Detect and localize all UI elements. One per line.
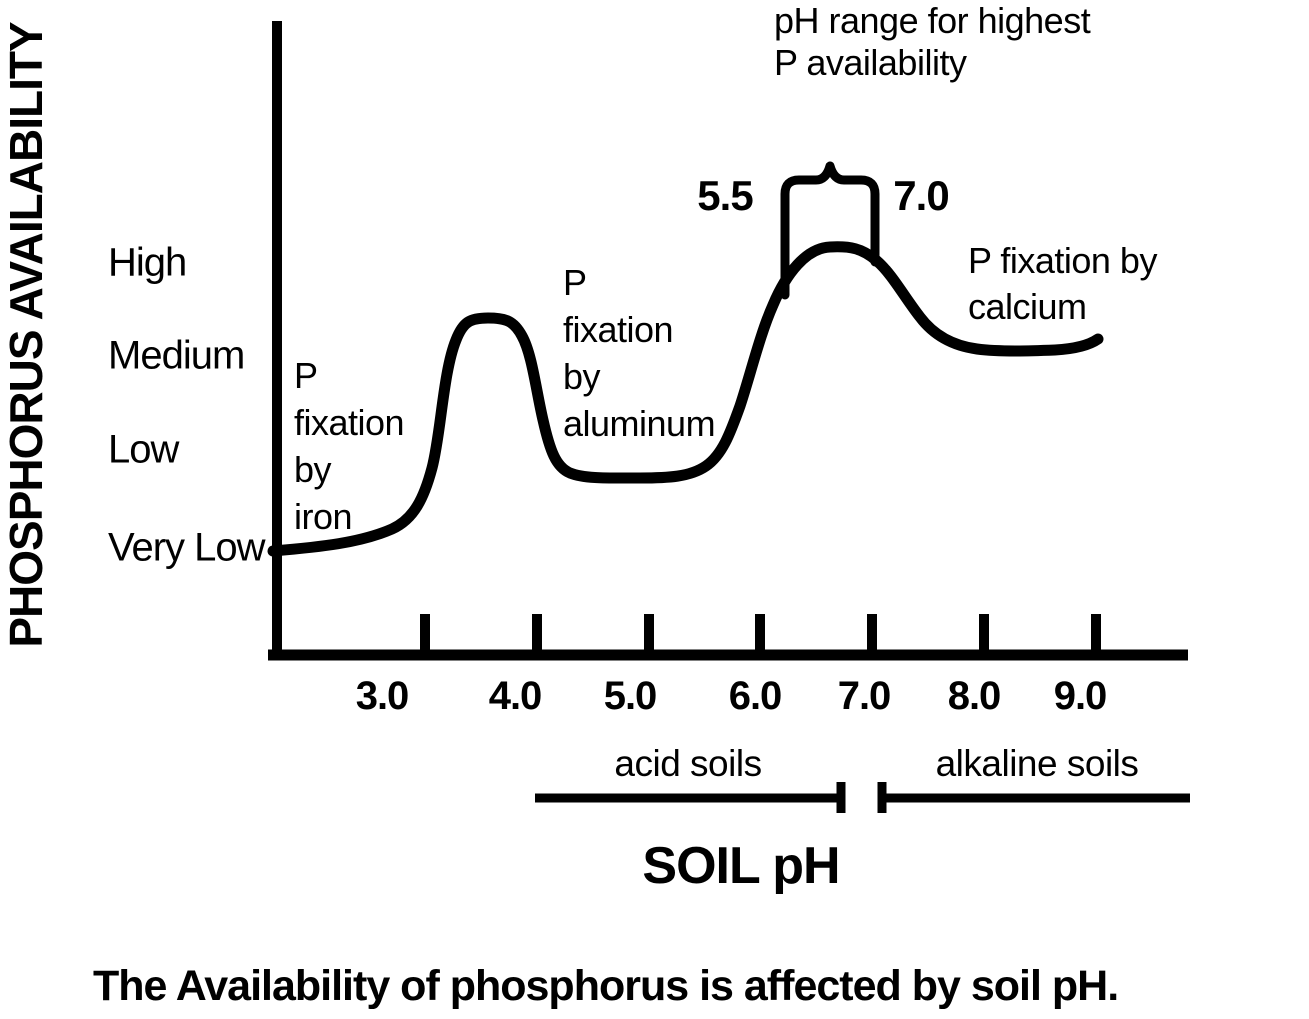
annotation-p-fixation-iron: P fixation by iron (294, 352, 405, 540)
acid-soils-line (535, 782, 846, 813)
figure-caption: The Availability of phosphorus is affect… (93, 962, 1119, 1010)
annotation-line: fixation (294, 402, 405, 443)
annotation-p-fixation-calcium: P fixation by calcium (968, 238, 1157, 330)
annotation-line: aluminum (563, 403, 716, 444)
callout-line: P availability (774, 42, 967, 83)
y-axis-label-very-low: Very Low (108, 525, 266, 570)
annotation-line: calcium (968, 286, 1087, 327)
ph-range-high-value: 7.0 (893, 172, 949, 219)
x-tick-label-5: 5.0 (603, 674, 658, 718)
annotation-line: P (563, 262, 587, 303)
region-label-acid-soils: acid soils (614, 743, 762, 784)
x-tick-label-4: 4.0 (488, 674, 543, 718)
x-tick-label-6: 6.0 (728, 674, 783, 718)
x-axis-tick-marks (420, 614, 1101, 650)
x-tick-label-7: 7.0 (837, 674, 892, 718)
annotation-line: P (294, 355, 318, 396)
y-axis-label-medium: Medium (108, 333, 245, 378)
ph-range-callout-text: pH range for highest P availability (774, 0, 1091, 84)
annotation-line: P fixation by (968, 240, 1157, 281)
annotation-line: iron (294, 496, 353, 537)
region-label-alkaline-soils: alkaline soils (935, 743, 1139, 784)
annotation-line: by (563, 356, 601, 397)
annotation-p-fixation-aluminum: P fixation by aluminum (563, 259, 716, 447)
annotation-line: by (294, 449, 332, 490)
availability-curve (267, 241, 1104, 557)
y-axis-label-low: Low (108, 427, 179, 472)
x-axis-title: SOIL pH (642, 837, 840, 895)
ph-range-low-value: 5.5 (697, 172, 753, 219)
ph-range-bracket (780, 161, 880, 300)
y-axis-title: PHOSPHORUS AVAILABILITY (0, 22, 52, 648)
x-tick-label-3: 3.0 (355, 674, 410, 718)
callout-line: pH range for highest (774, 0, 1091, 41)
x-tick-label-8: 8.0 (947, 674, 1002, 718)
annotation-line: fixation (563, 309, 674, 350)
x-tick-label-9: 9.0 (1053, 674, 1108, 718)
y-axis-label-high: High (108, 240, 187, 285)
alkaline-soils-line (877, 782, 1190, 813)
